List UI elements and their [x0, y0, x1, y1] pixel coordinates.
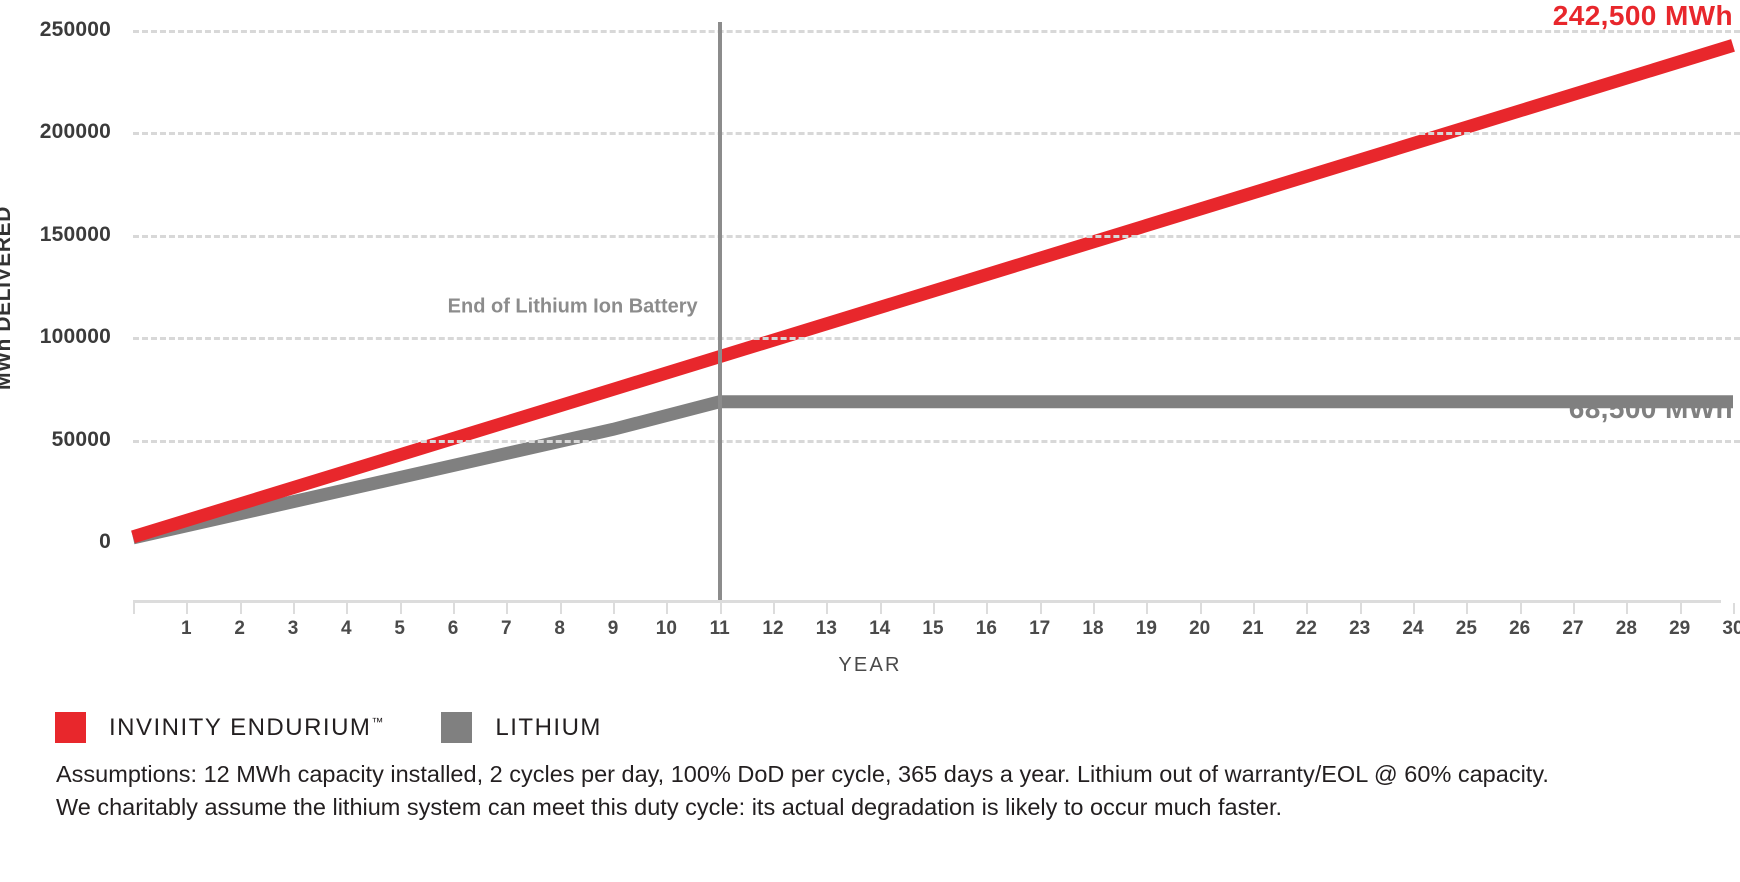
x-axis-tick-label: 25 [1455, 618, 1477, 639]
x-axis-tick-mark [1626, 603, 1629, 614]
x-axis-tick-label: 28 [1615, 618, 1637, 639]
x-axis-tick-mark [1679, 603, 1682, 614]
x-axis-tick-label: 7 [501, 618, 512, 639]
x-axis-tick-mark [1199, 603, 1202, 614]
x-axis-tick-mark [1573, 603, 1575, 614]
end-of-lithium-marker-label: End of Lithium Ion Battery [447, 295, 698, 318]
legend-swatch-invinity-icon [55, 712, 86, 743]
x-axis-tick-label: 11 [709, 618, 730, 639]
x-axis-tick-label: 14 [869, 618, 891, 639]
footnote-line-1: Assumptions: 12 MWh capacity installed, … [56, 761, 1549, 787]
gridline [133, 337, 1740, 341]
series-lines [131, 39, 1735, 545]
x-axis-tick-label: 27 [1562, 618, 1584, 639]
x-axis-tick-label: 22 [1295, 618, 1317, 639]
x-axis-tick-label: 20 [1189, 618, 1211, 639]
x-axis-tick-label: 16 [975, 618, 997, 639]
x-axis-tick-mark [613, 603, 615, 614]
x-axis-tick-mark [773, 603, 775, 614]
x-axis-tick-label: 1 [181, 618, 192, 639]
x-axis-tick-label: 12 [762, 618, 784, 639]
x-axis-line [133, 600, 1721, 603]
legend-label-lithium: LITHIUM [495, 713, 602, 741]
x-axis-tick-mark [453, 603, 455, 614]
x-axis-tick-mark [1413, 603, 1415, 614]
lithium-value-callout: 68,500 MWh [1568, 393, 1733, 424]
x-axis-tick-mark [1039, 603, 1042, 614]
x-axis-tick-mark [1253, 603, 1255, 614]
gridline [133, 30, 1740, 33]
x-axis-tick-label: 26 [1509, 618, 1531, 639]
x-axis-tick-label: 23 [1349, 618, 1371, 639]
x-axis-tick-label: 4 [341, 618, 352, 639]
x-axis-tick-mark [933, 603, 935, 614]
legend-label-invinity-text: INVINITY ENDURIUM [109, 713, 372, 741]
trademark-icon: ™ [371, 714, 384, 729]
x-axis-tick-label: 15 [922, 618, 944, 639]
x-axis-tick-mark [559, 603, 562, 614]
series-line-lithium [131, 395, 1733, 545]
x-axis-tick-mark [1466, 603, 1469, 614]
x-axis-tick-mark [133, 603, 135, 614]
x-axis-tick-label: 5 [394, 618, 405, 639]
x-axis-tick-mark [1359, 603, 1362, 614]
invinity-value-callout: 242,500 MWh [1552, 0, 1733, 31]
x-axis-tick-label: 29 [1669, 618, 1691, 639]
footnote: Assumptions: 12 MWh capacity installed, … [56, 758, 1716, 825]
x-axis-tick-mark [1146, 603, 1149, 614]
x-axis-tick-mark [399, 603, 402, 614]
x-axis-tick-mark [506, 603, 509, 614]
legend-item-invinity[interactable]: INVINITY ENDURIUM™ [55, 712, 383, 743]
x-axis-tick-label: 6 [447, 618, 459, 639]
x-axis-tick-label: 30 [1722, 618, 1740, 639]
chart-area: MWh DELIVERED 0 50000 100000 150000 200000 25… [0, 0, 1740, 676]
x-axis-tick-mark [346, 603, 349, 614]
x-axis-tick-label: 24 [1402, 618, 1424, 639]
plot-region [131, 10, 1735, 545]
y-axis-tick-label: 0 [99, 530, 111, 553]
gridline [133, 132, 1740, 136]
x-axis-tick-mark [879, 603, 882, 614]
y-axis-tick-label: 250000 [39, 18, 111, 41]
x-axis-tick-mark [293, 603, 295, 614]
legend-label-invinity: INVINITY ENDURIUM™ [109, 714, 383, 742]
x-axis-tick-mark [239, 603, 242, 614]
x-axis-tick-label: 17 [1029, 618, 1051, 639]
x-axis-tick-mark [826, 603, 829, 614]
x-axis-tick-label: 19 [1135, 618, 1157, 639]
x-axis-tick-label: 21 [1242, 618, 1264, 639]
x-axis-tick-label: 2 [234, 618, 245, 639]
x-axis-tick-label: 13 [815, 618, 837, 639]
x-axis-tick-label: 3 [287, 618, 299, 639]
end-of-lithium-marker-line [717, 22, 722, 600]
x-axis-tick-label: 9 [607, 618, 619, 639]
x-axis-tick-mark [666, 603, 669, 614]
gridline [133, 234, 1740, 238]
x-axis-tick-mark [1519, 603, 1522, 614]
y-axis-tick-label: 150000 [39, 222, 111, 246]
y-axis-tick-label: 50000 [51, 427, 111, 451]
x-axis-tick-label: 10 [655, 618, 677, 639]
y-axis-tick-label: 200000 [39, 120, 111, 144]
x-axis-title: YEAR [838, 654, 902, 676]
x-axis-tick-mark [1733, 603, 1735, 614]
chart-legend: INVINITY ENDURIUM™ LITHIUM [55, 712, 602, 743]
x-axis-tick-label: 18 [1082, 618, 1104, 639]
x-axis-tick-mark [1093, 603, 1095, 614]
x-axis-tick-mark [986, 603, 989, 614]
x-axis-tick-label: 8 [554, 618, 565, 639]
x-axis-tick-mark [1306, 603, 1309, 614]
y-axis-tick-label: 100000 [39, 325, 111, 349]
series-line-invinity [131, 39, 1735, 544]
legend-item-lithium[interactable]: LITHIUM [441, 712, 602, 743]
gridline [133, 439, 1740, 443]
footnote-line-2: We charitably assume the lithium system … [56, 794, 1283, 821]
x-axis-tick-mark [186, 603, 189, 614]
x-axis-tick-mark [719, 603, 722, 614]
legend-swatch-lithium-icon [441, 712, 473, 743]
